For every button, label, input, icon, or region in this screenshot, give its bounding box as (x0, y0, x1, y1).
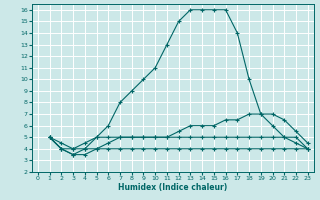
X-axis label: Humidex (Indice chaleur): Humidex (Indice chaleur) (118, 183, 228, 192)
